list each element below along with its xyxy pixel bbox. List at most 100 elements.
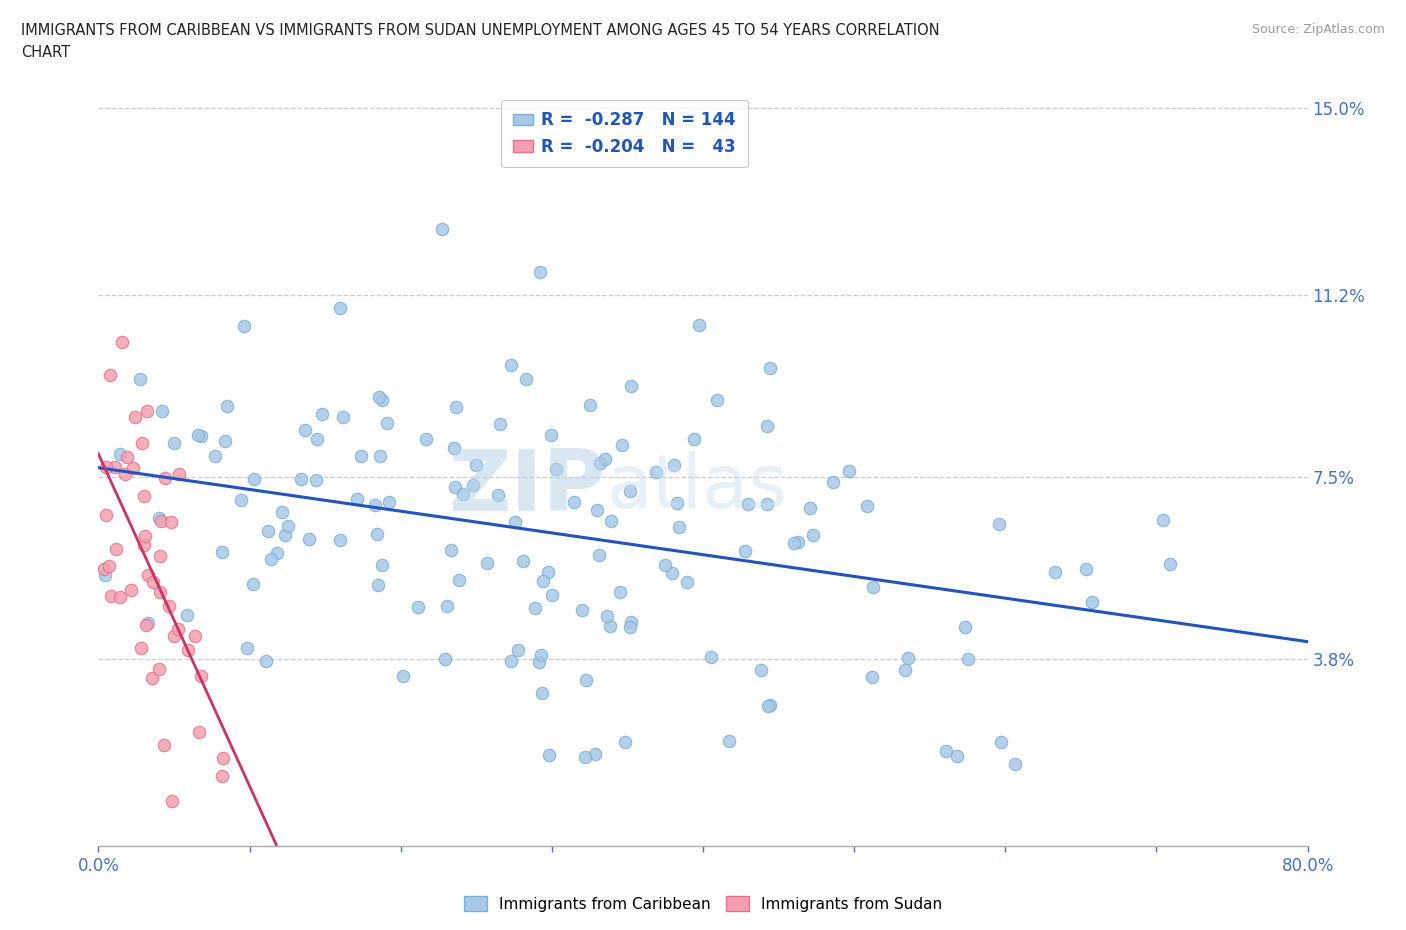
Point — [290, 472, 312, 486]
Point — [718, 734, 741, 749]
Point — [211, 768, 233, 783]
Point — [150, 404, 173, 418]
Point — [134, 538, 156, 552]
Point — [515, 372, 537, 387]
Point — [163, 435, 186, 450]
Point — [661, 565, 683, 580]
Point — [274, 527, 297, 542]
Point — [1074, 562, 1097, 577]
Point — [108, 447, 131, 462]
Point — [676, 575, 699, 590]
Point — [188, 724, 211, 739]
Point — [377, 494, 399, 509]
Point — [108, 590, 131, 604]
Point — [204, 448, 226, 463]
Point — [254, 654, 277, 669]
Point — [838, 463, 860, 478]
Point — [183, 629, 205, 644]
Text: atlas: atlas — [606, 451, 787, 525]
Point — [759, 698, 782, 712]
Point — [801, 527, 824, 542]
Point — [538, 748, 561, 763]
Point — [782, 536, 804, 551]
Point — [464, 458, 486, 472]
Point — [368, 389, 391, 404]
Point — [260, 551, 283, 566]
Point — [688, 318, 710, 333]
Point — [444, 400, 467, 415]
Point — [134, 528, 156, 543]
Point — [506, 643, 529, 658]
Point — [368, 448, 391, 463]
Point — [350, 449, 373, 464]
Point — [499, 357, 522, 372]
Point — [371, 393, 394, 408]
Point — [799, 501, 821, 516]
Point — [489, 417, 512, 432]
Point — [366, 526, 388, 541]
Point — [129, 372, 152, 387]
Point — [614, 735, 637, 750]
Point — [540, 428, 562, 443]
Point — [148, 661, 170, 676]
Point — [505, 514, 527, 529]
Point — [430, 222, 453, 237]
Point — [700, 649, 723, 664]
Point — [162, 794, 184, 809]
Point — [94, 508, 117, 523]
Point — [856, 498, 879, 513]
Legend: Immigrants from Caribbean, Immigrants from Sudan: Immigrants from Caribbean, Immigrants fr… — [458, 890, 948, 918]
Point — [619, 619, 641, 634]
Point — [756, 418, 779, 433]
Point — [575, 672, 598, 687]
Point — [599, 618, 621, 633]
Point — [1004, 757, 1026, 772]
Point — [98, 559, 121, 574]
Point — [163, 629, 186, 644]
Point — [136, 567, 159, 582]
Point — [501, 653, 523, 668]
Point — [1159, 557, 1181, 572]
Point — [935, 744, 957, 759]
Point — [232, 319, 254, 334]
Point — [946, 749, 969, 764]
Point — [159, 514, 181, 529]
Point — [574, 750, 596, 764]
Point — [271, 505, 294, 520]
Point — [167, 467, 190, 482]
Point — [243, 472, 266, 486]
Point — [540, 588, 562, 603]
Point — [475, 555, 498, 570]
Point — [759, 360, 782, 375]
Point — [94, 567, 117, 582]
Point — [132, 488, 155, 503]
Point — [1152, 512, 1174, 527]
Point — [589, 456, 612, 471]
Point — [619, 484, 641, 498]
Point — [375, 416, 398, 431]
Point — [212, 751, 235, 765]
Point — [153, 737, 176, 752]
Point — [666, 496, 689, 511]
Point — [187, 428, 209, 443]
Point — [214, 434, 236, 449]
Point — [167, 622, 190, 637]
Point — [332, 410, 354, 425]
Point — [447, 572, 470, 587]
Point — [257, 524, 280, 538]
Point — [111, 335, 134, 350]
Point — [124, 410, 146, 425]
Point — [105, 542, 128, 557]
Point — [595, 608, 617, 623]
Point — [453, 487, 475, 502]
Point — [530, 648, 553, 663]
Point — [666, 135, 689, 150]
Point — [364, 498, 387, 512]
Point — [149, 549, 172, 564]
Point — [96, 460, 118, 475]
Point — [620, 379, 643, 393]
Point — [897, 650, 920, 665]
Point — [524, 601, 547, 616]
Point — [654, 558, 676, 573]
Point — [136, 616, 159, 631]
